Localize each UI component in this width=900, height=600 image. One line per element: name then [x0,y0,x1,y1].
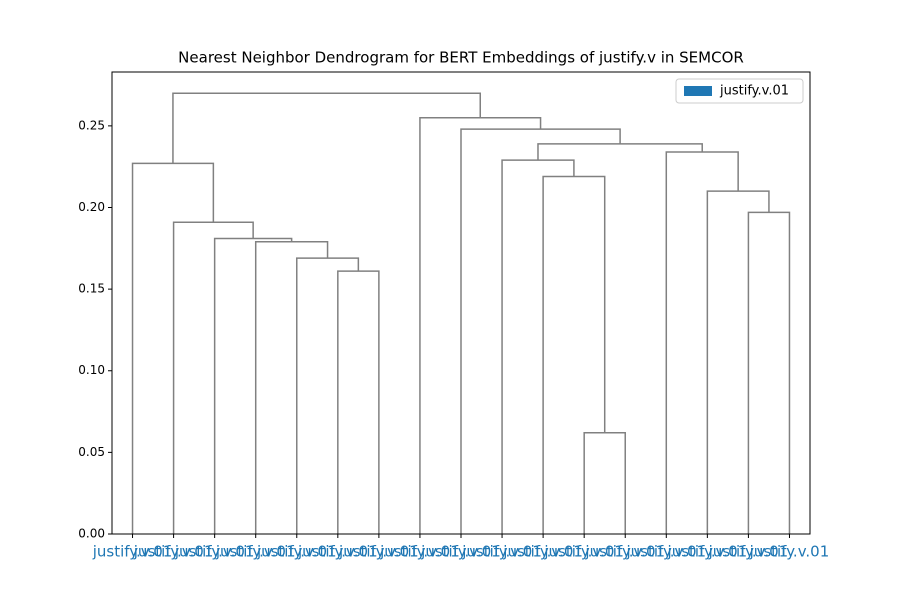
dendrogram-link [254,241,329,534]
leaf-label: justify.v.01 [543,543,624,561]
dendrogram-link [665,151,739,534]
leaf-label: justify.v.01 [420,543,501,561]
leaf-label: justify.v.01 [133,543,214,561]
y-tick-label: 0.25 [78,118,105,132]
y-tick-label: 0.10 [78,363,105,377]
dendrogram-link [172,221,254,534]
leaf-label: justify.v.01 [625,543,706,561]
leaf-label: justify.v.01 [461,543,542,561]
leaf-label: justify.v.01 [502,543,583,561]
leaf-label: justify.v.01 [749,543,830,561]
dendrogram-link [542,175,606,534]
legend-swatch [684,86,712,96]
leaf-label: justify.v.01 [667,543,748,561]
leaf-label: justify.v.01 [215,543,296,561]
leaf-label: justify.v.01 [379,543,460,561]
leaf-label: justify.v.01 [708,543,789,561]
y-tick-label: 0.05 [78,445,105,459]
leaf-label: justify.v.01 [256,543,337,561]
leaf-label: justify.v.01 [297,543,378,561]
leaf-label: justify.v.01 [338,543,419,561]
legend-box [675,78,804,104]
y-tick-label: 0.15 [78,282,105,296]
leaf-label: justify.v.01 [584,543,665,561]
leaf-label: justify.v.01 [92,543,173,561]
leaf-label: justify.v.01 [174,543,255,561]
dendrogram-link [131,162,215,534]
chart-title: Nearest Neighbor Dendrogram for BERT Emb… [178,49,744,67]
y-tick-label: 0.00 [78,527,105,541]
plot-frame [111,71,811,535]
dendrogram-link [213,237,293,534]
dendrogram-link [747,211,791,534]
dendrogram-link [460,128,621,534]
y-tick-label: 0.20 [78,200,105,214]
dendrogram-link [172,92,481,164]
legend-label: justify.v.01 [719,84,789,99]
